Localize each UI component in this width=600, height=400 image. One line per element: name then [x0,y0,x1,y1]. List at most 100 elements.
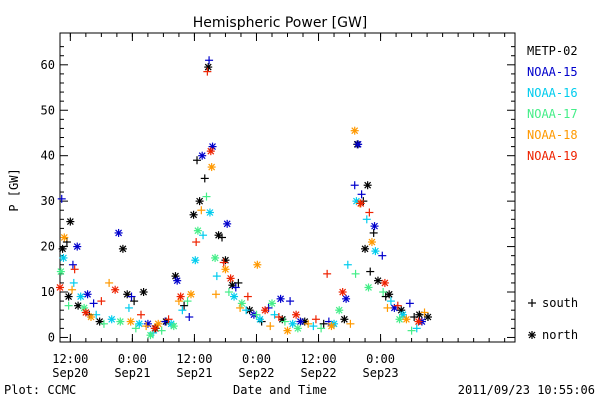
data-point-south [57,194,66,203]
legend-entry: NOAA-15 [527,65,578,79]
data-point-south [200,174,209,183]
data-point-north [363,181,372,190]
series-noaa-18 [60,126,429,335]
data-point-north [356,199,365,208]
data-point-north [64,292,73,301]
data-point-south [69,278,78,287]
data-point-north [205,208,214,217]
data-point-south [266,322,275,331]
y-axis-label: P [GW] [7,168,21,211]
x-tick-time: 0:00 [242,352,271,366]
x-tick-time: 0:00 [366,352,395,366]
data-point-south [357,190,366,199]
y-tick-label: 60 [41,58,55,72]
data-point-south [124,303,133,312]
data-point-north [193,226,202,235]
data-point-south [309,322,318,331]
data-point-south [351,269,360,278]
data-point-north [107,315,116,324]
data-point-north [111,285,120,294]
data-point-north [126,317,135,326]
data-point-south [202,192,211,201]
data-point-south [366,267,375,276]
data-point-south [311,315,320,324]
chart-title: Hemispheric Power [GW] [193,15,368,31]
data-point-north [338,288,347,297]
data-point-north [354,140,363,149]
data-point-north [402,315,411,324]
data-point-south [243,292,252,301]
data-point-south [211,290,220,299]
data-point-north [276,294,285,303]
y-tick-label: 30 [41,194,55,208]
data-point-north [66,217,75,226]
data-point-north [292,310,301,319]
data-point-south [205,56,214,65]
data-point-south [323,269,332,278]
data-point-north [350,126,359,135]
legend-entry: NOAA-16 [527,86,578,100]
series-noaa-17 [56,192,416,340]
data-point-south [68,285,77,294]
data-point-south [193,156,202,165]
data-point-south [89,299,98,308]
x-tick-date: Sep22 [238,366,274,380]
data-point-south [192,238,201,247]
data-point-north [380,278,389,287]
data-point-south [137,310,146,319]
y-axis: 0 10 20 30 40 50 60 [41,46,515,344]
data-point-north [169,322,178,331]
data-point-north [118,244,127,253]
data-point-north [114,228,123,237]
data-point-south [393,301,402,310]
data-point-north [361,244,370,253]
data-point-south [274,313,283,322]
x-tick-date: Sep23 [363,366,399,380]
data-point-south [383,303,392,312]
data-point-south [70,265,79,274]
data-point-south [420,308,429,317]
data-point-north [211,253,220,262]
data-point-south [212,272,221,281]
data-point-north [56,267,65,276]
data-point-north [116,317,125,326]
data-point-south [64,301,73,310]
data-point-north [56,283,64,292]
data-point-north [206,147,215,156]
data-point-north [221,265,230,274]
footer-right: 2011/09/23 10:55:06 [458,383,595,397]
data-point-north [195,197,204,206]
data-point-north [59,253,68,262]
x-tick-date: Sep21 [114,366,150,380]
data-point-south [234,278,243,287]
data-point-south [185,313,194,322]
data-point-south [131,324,140,333]
data-point-south [218,233,227,242]
data-point-south [379,288,388,297]
legend: METP-02 NOAA-15 NOAA-16 NOAA-17 NOAA-18 NOAA-… [527,44,578,163]
x-tick-time: 12:00 [176,352,212,366]
data-point-north [423,313,432,322]
data-point-north [373,276,382,285]
legend-entry: NOAA-18 [527,128,578,142]
data-point-north [335,306,344,315]
data-point-north [74,301,83,310]
data-point-south [178,306,187,315]
data-point-north [261,306,270,315]
data-point-south [68,260,77,269]
data-point-south [97,297,106,306]
x-tick-date: Sep20 [52,366,88,380]
data-point-north [370,222,379,231]
data-point-south [304,319,313,328]
data-point-north [60,233,69,242]
data-point-north [226,274,235,283]
data-point-south [386,297,395,306]
data-point-north [154,319,163,328]
data-point-north [340,315,349,324]
data-point-south [362,215,371,224]
data-point-south [280,317,289,326]
data-point-south [407,326,416,335]
legend-entry: NOAA-19 [527,149,578,163]
data-point-south [127,292,136,301]
data-point-north [81,308,90,317]
